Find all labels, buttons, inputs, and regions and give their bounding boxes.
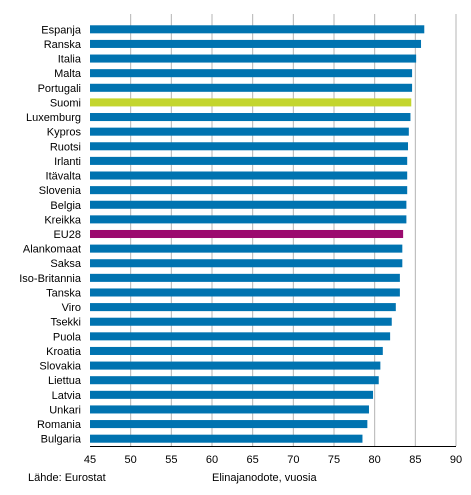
bar-Belgia — [90, 200, 407, 209]
bar-Slovenia — [90, 186, 408, 195]
bar-Kreikka — [90, 215, 407, 224]
category-label-Saksa: Saksa — [50, 258, 81, 270]
category-label-Itävalta: Itävalta — [46, 171, 82, 183]
bar-Kroatia — [90, 346, 383, 355]
tick-label-65: 65 — [247, 454, 259, 466]
bar-Itävalta — [90, 171, 408, 180]
category-label-Kreikka: Kreikka — [44, 214, 82, 226]
category-label-Irlanti: Irlanti — [54, 156, 81, 168]
tick-label-50: 50 — [125, 454, 137, 466]
category-label-Malta: Malta — [54, 68, 82, 80]
category-label-Tanska: Tanska — [46, 287, 82, 299]
category-label-Romania: Romania — [37, 419, 82, 431]
bar-Suomi — [90, 98, 412, 107]
bar-Tanska — [90, 288, 400, 297]
category-label-Bulgaria: Bulgaria — [41, 434, 82, 446]
bars — [90, 25, 425, 443]
bar-Unkari — [90, 405, 369, 414]
category-label-Ruotsi: Ruotsi — [50, 141, 81, 153]
bar-Saksa — [90, 259, 403, 268]
bar-Italia — [90, 54, 417, 63]
category-label-Belgia: Belgia — [50, 200, 81, 212]
category-label-Unkari: Unkari — [49, 404, 81, 416]
bar-Kypros — [90, 127, 409, 136]
category-label-Puola: Puola — [53, 331, 82, 343]
category-label-Espanja: Espanja — [41, 24, 82, 36]
bar-Latvia — [90, 390, 374, 399]
category-label-Alankomaat: Alankomaat — [23, 244, 81, 256]
category-label-Ranska: Ranska — [44, 39, 82, 51]
x-axis-title: Elinajanodote, vuosia — [212, 472, 317, 484]
bar-Iso-Britannia — [90, 273, 400, 282]
bar-Romania — [90, 420, 368, 429]
bar-Ranska — [90, 39, 422, 48]
tick-label-55: 55 — [165, 454, 177, 466]
category-label-Slovenia: Slovenia — [39, 185, 82, 197]
tick-label-70: 70 — [287, 454, 299, 466]
bar-Irlanti — [90, 156, 408, 165]
category-label-Kypros: Kypros — [47, 127, 82, 139]
category-label-Viro: Viro — [62, 302, 81, 314]
category-label-Tsekki: Tsekki — [50, 317, 81, 329]
x-tick-labels: 45 50 55 60 65 70 75 80 85 90 — [84, 454, 462, 466]
bar-Tsekki — [90, 317, 392, 326]
category-label-Latvia: Latvia — [52, 390, 82, 402]
bar-Luxemburg — [90, 113, 411, 122]
category-label-Suomi: Suomi — [50, 97, 81, 109]
tick-label-45: 45 — [84, 454, 96, 466]
tick-label-85: 85 — [409, 454, 421, 466]
bar-Puola — [90, 332, 391, 341]
bar-Slovakia — [90, 361, 381, 370]
bar-Bulgaria — [90, 434, 363, 443]
category-label-Kroatia: Kroatia — [46, 346, 82, 358]
category-label-Italia: Italia — [58, 54, 82, 66]
bar-Malta — [90, 69, 413, 78]
bar-Espanja — [90, 25, 425, 34]
bar-Alankomaat — [90, 244, 403, 253]
source-label: Lähde: Eurostat — [28, 472, 106, 484]
tick-label-90: 90 — [450, 454, 462, 466]
tick-label-75: 75 — [328, 454, 340, 466]
category-label-Liettua: Liettua — [48, 375, 82, 387]
category-label-Iso-Britannia: Iso-Britannia — [19, 273, 82, 285]
bar-Liettua — [90, 376, 379, 385]
bar-Portugali — [90, 83, 413, 92]
tick-label-60: 60 — [206, 454, 218, 466]
tick-label-80: 80 — [369, 454, 381, 466]
category-label-Portugali: Portugali — [38, 83, 81, 95]
bar-Viro — [90, 303, 396, 312]
bar-EU28 — [90, 229, 404, 239]
category-label-Slovakia: Slovakia — [39, 361, 81, 373]
category-labels: Espanja Ranska Italia Malta Portugali Suomi Lu… — [19, 24, 82, 445]
bar-Ruotsi — [90, 142, 409, 151]
category-label-EU28: EU28 — [53, 229, 81, 241]
category-label-Luxemburg: Luxemburg — [26, 112, 81, 124]
